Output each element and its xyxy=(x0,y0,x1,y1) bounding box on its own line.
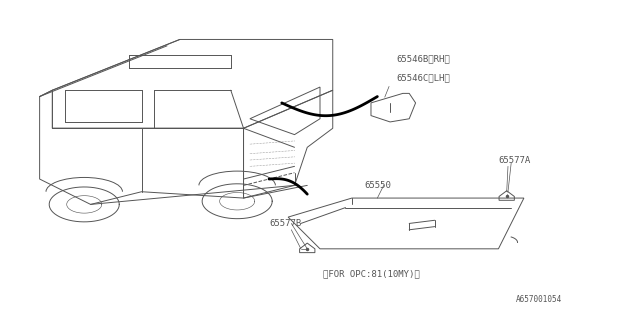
Text: 65546C〈LH〉: 65546C〈LH〉 xyxy=(396,73,450,82)
Text: 〈FOR OPC:81(10MY)〉: 〈FOR OPC:81(10MY)〉 xyxy=(323,270,419,279)
Text: A657001054: A657001054 xyxy=(516,295,562,304)
Text: 65577B: 65577B xyxy=(269,219,301,228)
Text: 65577A: 65577A xyxy=(499,156,531,164)
Text: 65546B〈RH〉: 65546B〈RH〉 xyxy=(396,54,450,63)
Text: 65550: 65550 xyxy=(365,181,392,190)
